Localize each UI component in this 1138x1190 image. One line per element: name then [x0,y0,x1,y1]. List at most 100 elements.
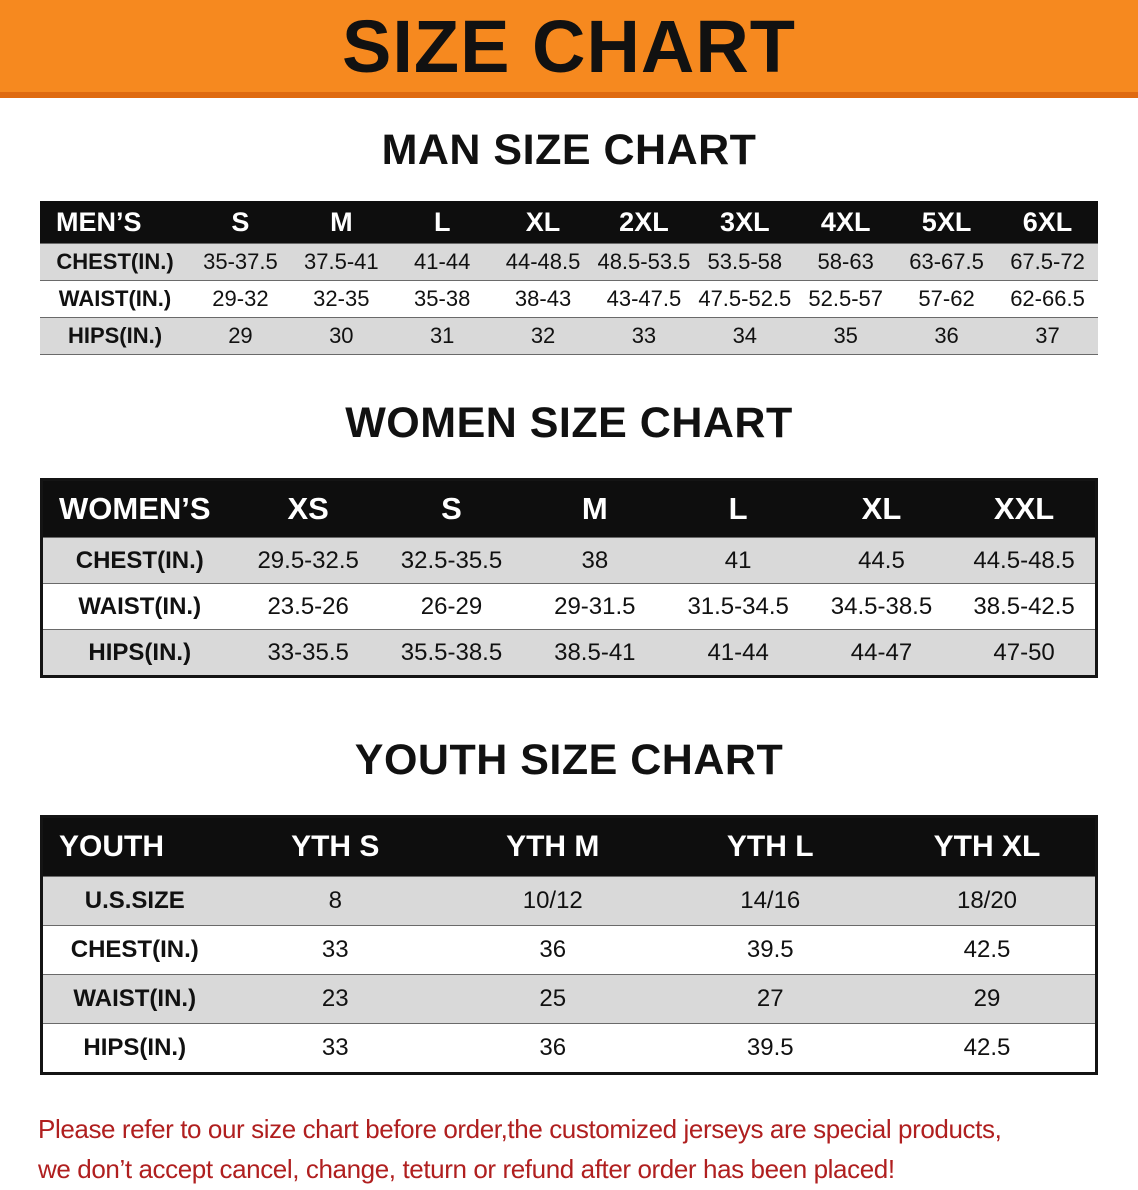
table-cell: 48.5-53.5 [593,243,695,281]
header-cell: 5XL [896,201,997,244]
men-header-row: MEN’S S M L XL 2XL 3XL 4XL 5XL 6XL [40,201,1098,244]
men-chest-row: CHEST(IN.) 35-37.5 37.5-41 41-44 44-48.5… [40,243,1098,281]
table-cell: 44.5 [809,537,954,584]
header-cell: XL [492,201,594,244]
table-cell: 41-44 [666,629,810,677]
table-cell: 23.5-26 [236,583,380,630]
table-cell: 39.5 [661,925,879,975]
table-cell: 10/12 [444,876,662,926]
table-cell: 29 [190,317,291,355]
header-cell: YTH L [661,816,879,877]
header-cell: 4XL [795,201,897,244]
table-cell: 30 [290,317,392,355]
table-cell: 44.5-48.5 [953,537,1097,584]
row-label: U.S.SIZE [41,876,227,926]
header-cell: 2XL [593,201,695,244]
header-cell: M [523,479,667,538]
women-waist-row: WAIST(IN.) 23.5-26 26-29 29-31.5 31.5-34… [41,583,1097,630]
disclaimer-line-1: Please refer to our size chart before or… [38,1114,1002,1144]
table-cell: 32 [492,317,594,355]
header-cell: XXL [953,479,1097,538]
table-cell: 25 [444,974,662,1024]
table-cell: 29 [879,974,1097,1024]
header-cell: S [190,201,291,244]
youth-header-row: YOUTH YTH S YTH M YTH L YTH XL [41,816,1097,877]
row-label: WAIST(IN.) [41,974,227,1024]
table-cell: 36 [896,317,997,355]
header-cell: S [379,479,524,538]
row-label: CHEST(IN.) [41,537,237,584]
header-cell: XL [809,479,954,538]
men-table-label: MEN’S [40,201,190,244]
table-cell: 37.5-41 [290,243,392,281]
table-cell: 23 [226,974,444,1024]
table-cell: 42.5 [879,1023,1097,1074]
table-cell: 26-29 [379,583,524,630]
table-cell: 44-47 [809,629,954,677]
table-cell: 52.5-57 [795,280,897,318]
table-cell: 33 [226,925,444,975]
table-cell: 34.5-38.5 [809,583,954,630]
table-cell: 63-67.5 [896,243,997,281]
header-cell: YTH XL [879,816,1097,877]
table-cell: 39.5 [661,1023,879,1074]
women-size-table: WOMEN’S XS S M L XL XXL CHEST(IN.) 29.5-… [40,478,1098,678]
table-cell: 43-47.5 [593,280,695,318]
table-cell: 37 [997,317,1098,355]
header-cell: L [666,479,810,538]
men-hips-row: HIPS(IN.) 29 30 31 32 33 34 35 36 37 [40,317,1098,355]
table-cell: 34 [694,317,796,355]
men-size-table: MEN’S S M L XL 2XL 3XL 4XL 5XL 6XL CHEST… [40,201,1098,355]
table-cell: 67.5-72 [997,243,1098,281]
table-cell: 27 [661,974,879,1024]
table-cell: 47-50 [953,629,1097,677]
row-label: CHEST(IN.) [40,243,190,281]
table-cell: 38.5-42.5 [953,583,1097,630]
row-label: HIPS(IN.) [40,317,190,355]
table-cell: 42.5 [879,925,1097,975]
header-cell: YTH S [226,816,444,877]
header-cell: 3XL [694,201,796,244]
women-chest-row: CHEST(IN.) 29.5-32.5 32.5-35.5 38 41 44.… [41,537,1097,584]
row-label: WAIST(IN.) [40,280,190,318]
table-cell: 44-48.5 [492,243,594,281]
table-cell: 8 [226,876,444,926]
table-cell: 36 [444,925,662,975]
table-cell: 18/20 [879,876,1097,926]
table-cell: 41 [666,537,810,584]
table-cell: 35-38 [391,280,493,318]
table-cell: 36 [444,1023,662,1074]
youth-size-table: YOUTH YTH S YTH M YTH L YTH XL U.S.SIZE … [40,815,1098,1075]
header-cell: YTH M [444,816,662,877]
table-cell: 33 [593,317,695,355]
table-cell: 53.5-58 [694,243,796,281]
row-label: CHEST(IN.) [41,925,227,975]
table-cell: 31 [391,317,493,355]
youth-chest-row: CHEST(IN.) 33 36 39.5 42.5 [41,925,1097,975]
men-waist-row: WAIST(IN.) 29-32 32-35 35-38 38-43 43-47… [40,280,1098,318]
table-cell: 14/16 [661,876,879,926]
women-hips-row: HIPS(IN.) 33-35.5 35.5-38.5 38.5-41 41-4… [41,629,1097,677]
table-cell: 58-63 [795,243,897,281]
youth-ussize-row: U.S.SIZE 8 10/12 14/16 18/20 [41,876,1097,926]
table-cell: 35-37.5 [190,243,291,281]
table-cell: 57-62 [896,280,997,318]
table-cell: 38.5-41 [523,629,667,677]
table-cell: 29-31.5 [523,583,667,630]
table-cell: 33 [226,1023,444,1074]
header-cell: M [290,201,392,244]
table-cell: 32.5-35.5 [379,537,524,584]
women-header-row: WOMEN’S XS S M L XL XXL [41,479,1097,538]
header-cell: 6XL [997,201,1098,244]
header-cell: XS [236,479,380,538]
table-cell: 32-35 [290,280,392,318]
disclaimer-line-2: we don’t accept cancel, change, teturn o… [38,1154,895,1185]
youth-hips-row: HIPS(IN.) 33 36 39.5 42.5 [41,1023,1097,1074]
row-label: HIPS(IN.) [41,629,237,677]
table-cell: 38-43 [492,280,594,318]
table-cell: 47.5-52.5 [694,280,796,318]
header-cell: L [391,201,493,244]
table-cell: 62-66.5 [997,280,1098,318]
table-cell: 35 [795,317,897,355]
row-label: WAIST(IN.) [41,583,237,630]
